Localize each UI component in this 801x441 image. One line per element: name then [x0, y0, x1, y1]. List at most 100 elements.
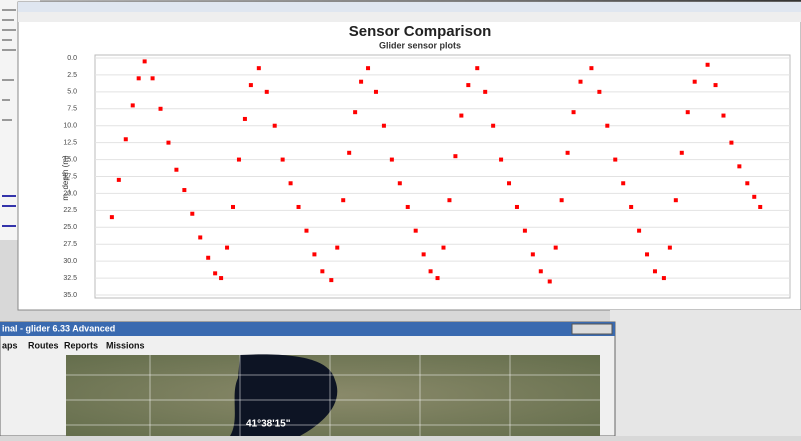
y-tick-label: 25.0 [63, 224, 77, 231]
menu-item[interactable]: Reports [64, 340, 98, 350]
y-tick-label: 30.0 [63, 258, 77, 265]
data-point [758, 205, 762, 209]
map: 41°38'15" [66, 354, 600, 436]
data-point [613, 158, 617, 162]
data-point [382, 124, 386, 128]
data-point [459, 114, 463, 118]
data-point [289, 181, 293, 185]
data-point [436, 276, 440, 280]
data-point [131, 103, 135, 107]
data-point [693, 80, 697, 84]
data-point [353, 110, 357, 114]
data-point [441, 246, 445, 250]
y-tick-label: 5.0 [67, 89, 77, 96]
data-point [219, 276, 223, 280]
data-point [721, 114, 725, 118]
empty-area [610, 310, 801, 436]
menu-item[interactable]: Routes [28, 340, 59, 350]
data-point [686, 110, 690, 114]
data-point [729, 141, 733, 145]
data-point [110, 215, 114, 219]
data-point [297, 205, 301, 209]
data-point [674, 198, 678, 202]
y-tick-label: 15.0 [63, 156, 77, 163]
data-point [560, 198, 564, 202]
y-tick-label: 20.0 [63, 190, 77, 197]
data-point [320, 269, 324, 273]
data-point [206, 256, 210, 260]
data-point [589, 66, 593, 70]
data-point [548, 279, 552, 283]
data-point [390, 158, 394, 162]
data-point [507, 181, 511, 185]
data-point [243, 117, 247, 121]
data-point [706, 63, 710, 67]
data-point [304, 229, 308, 233]
lower-window-title: inal - glider 6.33 Advanced [2, 323, 115, 333]
data-point [117, 178, 121, 182]
data-point [637, 229, 641, 233]
data-point [257, 66, 261, 70]
data-point [566, 151, 570, 155]
y-tick-label: 7.5 [67, 106, 77, 113]
data-point [366, 66, 370, 70]
data-point [483, 90, 487, 94]
data-point [198, 235, 202, 239]
data-point [531, 252, 535, 256]
screen: Sensor Comparison Glider sensor plots m_… [0, 0, 801, 436]
data-point [422, 252, 426, 256]
data-point [653, 269, 657, 273]
data-point [182, 188, 186, 192]
data-point [213, 271, 217, 275]
data-point [225, 246, 229, 250]
data-point [714, 83, 718, 87]
data-point [629, 205, 633, 209]
data-point [572, 110, 576, 114]
data-point [159, 107, 163, 111]
data-point [249, 83, 253, 87]
data-point [335, 246, 339, 250]
data-point [281, 158, 285, 162]
data-point [137, 76, 141, 80]
data-point [523, 229, 527, 233]
y-tick-label: 17.5 [63, 173, 77, 180]
data-point [597, 90, 601, 94]
y-tick-label: 32.5 [63, 275, 77, 282]
data-point [231, 205, 235, 209]
data-point [447, 198, 451, 202]
menu-item[interactable]: aps [2, 340, 18, 350]
data-point [745, 181, 749, 185]
data-point [398, 181, 402, 185]
data-point [174, 168, 178, 172]
data-point [312, 252, 316, 256]
data-point [475, 66, 479, 70]
data-point [453, 154, 457, 158]
data-point [621, 181, 625, 185]
data-point [406, 205, 410, 209]
y-tick-label: 35.0 [63, 292, 77, 299]
data-point [668, 246, 672, 250]
data-point [662, 276, 666, 280]
y-tick-label: 2.5 [67, 72, 77, 79]
data-point [237, 158, 241, 162]
y-tick-label: 12.5 [63, 139, 77, 146]
data-point [737, 164, 741, 168]
data-point [143, 59, 147, 63]
data-point [265, 90, 269, 94]
menu-item[interactable]: Missions [106, 340, 145, 350]
y-tick-label: 0.0 [67, 55, 77, 62]
data-point [414, 229, 418, 233]
y-tick-label: 10.0 [63, 123, 77, 130]
data-point [124, 137, 128, 141]
data-point [491, 124, 495, 128]
data-point [190, 212, 194, 216]
data-point [680, 151, 684, 155]
data-point [151, 76, 155, 80]
chart-title: Sensor Comparison [349, 23, 492, 40]
data-point [579, 80, 583, 84]
data-point [341, 198, 345, 202]
data-point [273, 124, 277, 128]
window-buttons[interactable] [572, 324, 612, 334]
data-point [329, 278, 333, 282]
data-point [429, 269, 433, 273]
